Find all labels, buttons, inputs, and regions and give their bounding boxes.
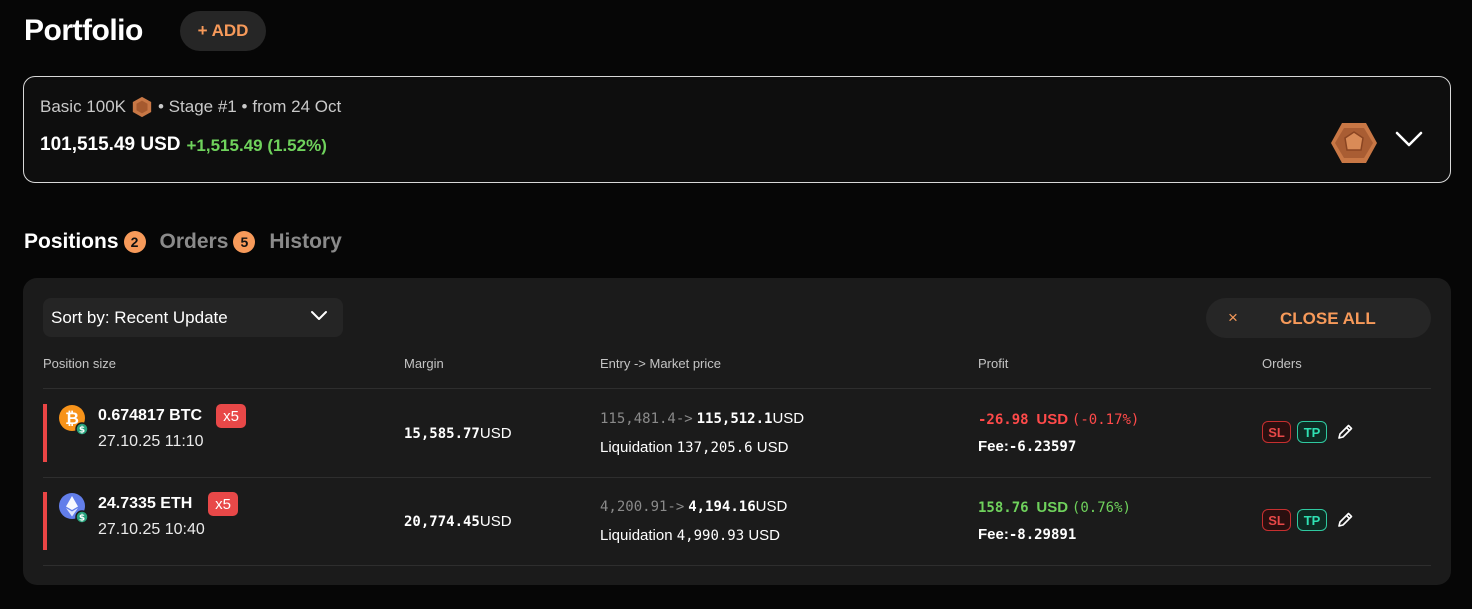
margin-value: 20,774.45	[404, 514, 480, 530]
tab-label: Positions	[24, 230, 119, 253]
sort-label: Sort by: Recent Update	[51, 307, 228, 327]
profit-value: -26.98	[978, 412, 1029, 428]
bronze-hexagon-badge-icon	[1331, 123, 1377, 163]
liquidation-unit: USD	[756, 439, 789, 456]
account-gain: +1,515.49 (1.52%)	[186, 136, 327, 155]
profit-unit: USD	[1036, 499, 1069, 516]
chevron-down-icon	[311, 311, 327, 320]
margin-unit: USD	[479, 513, 512, 530]
tab-bar: Positions 2 Orders 5 History	[24, 230, 342, 254]
ethereum-icon: $	[59, 493, 88, 524]
margin-unit: USD	[479, 425, 512, 442]
column-header-profit: Profit	[978, 356, 1009, 371]
market-price: 4,194.16	[688, 499, 756, 515]
price-unit: USD	[772, 410, 805, 427]
entry-price: 4,200.91->	[600, 499, 685, 515]
leverage-badge: x5	[216, 404, 246, 428]
account-info: Basic 100K • Stage #1 • from 24 Oct	[40, 96, 341, 118]
liquidation-value: 4,990.93	[676, 528, 745, 544]
tab-positions[interactable]: Positions 2	[24, 230, 146, 254]
direction-indicator	[43, 492, 47, 550]
position-quantity: 24.7335 ETH	[98, 495, 193, 512]
pencil-icon[interactable]	[1336, 423, 1354, 441]
position-quantity: 0.674817 BTC	[98, 407, 203, 424]
fee-label: Fee:	[978, 526, 1009, 543]
tab-count-badge: 2	[123, 231, 146, 253]
liquidation-unit: USD	[748, 527, 781, 544]
profit-unit: USD	[1036, 411, 1069, 428]
page-title: Portfolio	[24, 14, 143, 47]
column-header-orders: Orders	[1262, 356, 1302, 371]
position-date: 27.10.25 11:10	[98, 433, 204, 450]
svg-text:$: $	[79, 514, 85, 524]
stop-loss-button[interactable]: SL	[1262, 421, 1291, 443]
tab-history[interactable]: History	[269, 230, 341, 254]
profit-percent: (0.76%)	[1071, 500, 1131, 516]
fee-value: -8.29891	[1008, 527, 1077, 543]
svg-text:$: $	[79, 426, 85, 436]
profit-value: 158.76	[978, 500, 1029, 516]
column-header-entry-market: Entry -> Market price	[600, 356, 722, 371]
position-date: 27.10.25 10:40	[98, 521, 205, 538]
account-since: from 24 Oct	[252, 97, 342, 116]
tab-label: History	[269, 230, 342, 253]
close-icon: ×	[1228, 308, 1238, 327]
direction-indicator	[43, 404, 47, 462]
stop-loss-button[interactable]: SL	[1262, 509, 1291, 531]
entry-price: 115,481.4->	[600, 411, 693, 427]
divider	[43, 565, 1431, 566]
leverage-badge: x5	[208, 492, 238, 516]
liquidation-value: 137,205.6	[676, 440, 753, 456]
liquidation-label: Liquidation	[600, 439, 673, 456]
positions-panel: Sort by: Recent Update × CLOSE ALL Posit…	[23, 278, 1451, 585]
take-profit-button[interactable]: TP	[1297, 509, 1327, 531]
close-all-button[interactable]: × CLOSE ALL	[1206, 298, 1431, 338]
account-plan: Basic 100K	[40, 97, 126, 116]
svg-text:₿: ₿	[65, 409, 79, 429]
divider	[43, 477, 1431, 478]
chevron-down-icon[interactable]	[1394, 130, 1424, 148]
sort-dropdown[interactable]: Sort by: Recent Update	[43, 298, 343, 337]
margin-value: 15,585.77	[404, 426, 480, 442]
add-button[interactable]: + ADD	[180, 11, 266, 51]
table-row[interactable]: $ 24.7335 ETH x5 27.10.25 10:40 20,774.4…	[43, 477, 1431, 565]
price-unit: USD	[755, 498, 788, 515]
profit-percent: (-0.17%)	[1071, 412, 1140, 428]
column-header-margin: Margin	[404, 356, 444, 371]
account-card[interactable]: Basic 100K • Stage #1 • from 24 Oct 101,…	[23, 76, 1451, 183]
column-header-position-size: Position size	[43, 356, 116, 371]
divider	[43, 388, 1431, 389]
take-profit-button[interactable]: TP	[1297, 421, 1327, 443]
pencil-icon[interactable]	[1336, 511, 1354, 529]
bronze-badge-small-icon	[132, 96, 152, 118]
table-row[interactable]: ₿ $ 0.674817 BTC x5 27.10.25 11:10 15,58…	[43, 389, 1431, 477]
account-stage: • Stage #1 •	[158, 97, 248, 116]
tab-orders[interactable]: Orders 5	[160, 230, 256, 254]
tab-label: Orders	[159, 230, 229, 253]
close-all-label: CLOSE ALL	[1280, 309, 1376, 328]
account-balance: 101,515.49 USD	[40, 134, 181, 155]
market-price: 115,512.1	[696, 411, 773, 427]
tab-count-badge: 5	[233, 231, 256, 253]
fee-label: Fee:	[978, 438, 1009, 455]
bitcoin-icon: ₿ $	[59, 405, 88, 436]
fee-value: -6.23597	[1008, 439, 1077, 455]
liquidation-label: Liquidation	[600, 527, 673, 544]
